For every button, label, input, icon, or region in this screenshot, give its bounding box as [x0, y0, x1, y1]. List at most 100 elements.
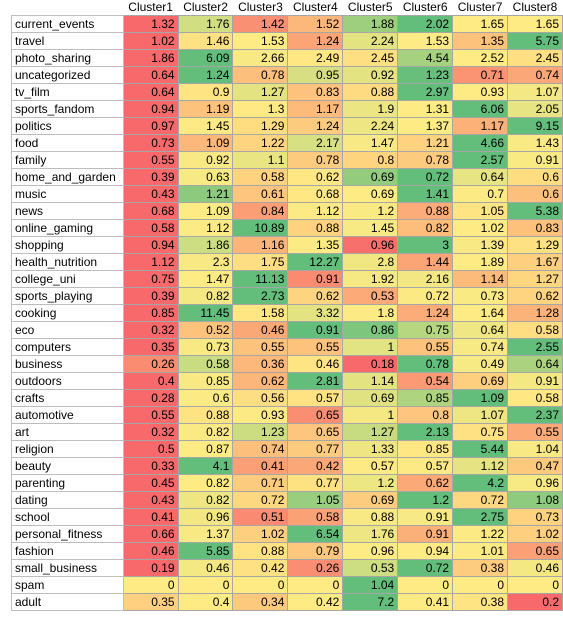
- heatmap-cell: 2.05: [507, 100, 563, 118]
- heatmap-cell: 1.33: [342, 440, 399, 458]
- heatmap-cell: 1.64: [452, 304, 509, 322]
- heatmap-cell: 1.75: [232, 253, 289, 271]
- heatmap-cell: 0.82: [397, 219, 454, 237]
- heatmap-cell: 0.6: [507, 168, 563, 186]
- heatmap-cell: 0.94: [122, 100, 179, 118]
- row-label: beauty: [11, 457, 124, 475]
- heatmap-cell: 0.94: [122, 236, 179, 254]
- heatmap-cell: 0.72: [397, 168, 454, 186]
- heatmap-cell: 0.78: [287, 151, 344, 169]
- heatmap-cell: 0.72: [397, 287, 454, 305]
- heatmap-row: politics 0.97 1.45 1.29 1.24 2.24 1.37 1.17 9.15: [11, 117, 563, 135]
- heatmap-cell: 1.05: [287, 491, 344, 509]
- heatmap-cell: 0.72: [452, 491, 509, 509]
- heatmap-cell: 2.8: [342, 253, 399, 271]
- heatmap-cell: 0.9: [177, 83, 234, 101]
- heatmap-cell: 0.73: [122, 134, 179, 152]
- heatmap-cell: 0.28: [122, 389, 179, 407]
- row-label: sports_fandom: [11, 100, 124, 118]
- heatmap-cell: 0.91: [507, 372, 563, 390]
- heatmap-cell: 1.04: [342, 576, 399, 594]
- row-label: family: [11, 151, 124, 169]
- heatmap-cell: 0.46: [507, 559, 563, 577]
- heatmap-cell: 9.15: [507, 117, 563, 135]
- heatmap-cell: 0.26: [122, 355, 179, 373]
- heatmap-cell: 0.91: [397, 525, 454, 543]
- heatmap-cell: 0.78: [397, 355, 454, 373]
- heatmap-cell: 0.82: [177, 423, 234, 441]
- heatmap-cell: 2.73: [232, 287, 289, 305]
- heatmap-cell: 0.69: [342, 491, 399, 509]
- heatmap-cell: 4.66: [452, 134, 509, 152]
- heatmap-cell: 1.24: [177, 66, 234, 84]
- heatmap-row: parenting 0.45 0.82 0.71 0.77 1.2 0.62 4.2 0.96: [11, 474, 563, 492]
- heatmap-cell: 1.04: [507, 440, 563, 458]
- heatmap-cell: 0.96: [507, 474, 563, 492]
- heatmap-cell: 0.64: [452, 168, 509, 186]
- heatmap-cell: 1.47: [342, 134, 399, 152]
- heatmap-cell: 0.58: [507, 321, 563, 339]
- heatmap-cell: 0.77: [287, 440, 344, 458]
- heatmap-cell: 0.71: [232, 474, 289, 492]
- heatmap-cell: 0.58: [507, 389, 563, 407]
- heatmap-cell: 1.53: [232, 32, 289, 50]
- heatmap-cell: 0.83: [507, 219, 563, 237]
- heatmap-cell: 0.71: [452, 66, 509, 84]
- heatmap-cell: 2.02: [397, 15, 454, 33]
- heatmap-cell: 0.69: [342, 168, 399, 186]
- row-label: school: [11, 508, 124, 526]
- heatmap-cell: 0.34: [232, 593, 289, 611]
- heatmap-cell: 0.46: [287, 355, 344, 373]
- heatmap-cell: 0.62: [507, 287, 563, 305]
- heatmap-cell: 0.72: [232, 491, 289, 509]
- heatmap-cell: 0.78: [397, 151, 454, 169]
- heatmap-cell: 0.61: [232, 185, 289, 203]
- heatmap-cell: 1.14: [452, 270, 509, 288]
- heatmap-cell: 0.73: [177, 338, 234, 356]
- heatmap-cell: 1.14: [342, 372, 399, 390]
- heatmap-cell: 1.35: [287, 236, 344, 254]
- heatmap-cell: 0.75: [122, 270, 179, 288]
- heatmap-cell: 0.58: [122, 219, 179, 237]
- heatmap-cell: 0.57: [287, 389, 344, 407]
- row-label: politics: [11, 117, 124, 135]
- row-label: computers: [11, 338, 124, 356]
- heatmap-cell: 0.53: [342, 559, 399, 577]
- heatmap-cell: 1.22: [452, 525, 509, 543]
- heatmap-cell: 0.4: [177, 593, 234, 611]
- heatmap-cell: 1.2: [342, 202, 399, 220]
- heatmap-cell: 1.92: [342, 270, 399, 288]
- heatmap-row: tv_film 0.64 0.9 1.27 0.83 0.88 2.97 0.93 1.07: [11, 83, 563, 101]
- column-header: Cluster7: [457, 0, 503, 14]
- row-label: news: [11, 202, 124, 220]
- heatmap-row: food 0.73 1.09 1.22 2.17 1.47 1.21 4.66 1.43: [11, 134, 563, 152]
- heatmap-cell: 0.91: [287, 321, 344, 339]
- heatmap-cell: 0.91: [507, 151, 563, 169]
- heatmap-cell: 0.65: [287, 423, 344, 441]
- heatmap-cell: 0.92: [342, 66, 399, 84]
- heatmap-cell: 4.54: [397, 49, 454, 67]
- heatmap-cell: 1.31: [397, 100, 454, 118]
- row-label: uncategorized: [11, 66, 124, 84]
- row-label: cooking: [11, 304, 124, 322]
- heatmap-cell: 0.64: [122, 83, 179, 101]
- heatmap-cell: 0.84: [232, 202, 289, 220]
- heatmap-cell: 1.09: [177, 134, 234, 152]
- heatmap-cell: 2.24: [342, 32, 399, 50]
- heatmap-cell: 1.45: [177, 117, 234, 135]
- heatmap-cell: 1.37: [177, 525, 234, 543]
- heatmap-row: automotive 0.55 0.88 0.93 0.65 1 0.8 1.07 2.37: [11, 406, 563, 424]
- row-label: crafts: [11, 389, 124, 407]
- heatmap-cell: 0: [397, 576, 454, 594]
- heatmap-cell: 0.58: [177, 355, 234, 373]
- heatmap-cell: 0.88: [232, 542, 289, 560]
- heatmap-cell: 5.44: [452, 440, 509, 458]
- heatmap-cell: 0.96: [177, 508, 234, 526]
- heatmap-cell: 2.45: [507, 49, 563, 67]
- heatmap-cell: 0.65: [507, 542, 563, 560]
- heatmap-cell: 0.93: [232, 406, 289, 424]
- heatmap-cell: 1.8: [342, 304, 399, 322]
- heatmap-cell: 1.02: [122, 32, 179, 50]
- column-header: Cluster6: [402, 0, 448, 14]
- heatmap-cell: 1.08: [507, 491, 563, 509]
